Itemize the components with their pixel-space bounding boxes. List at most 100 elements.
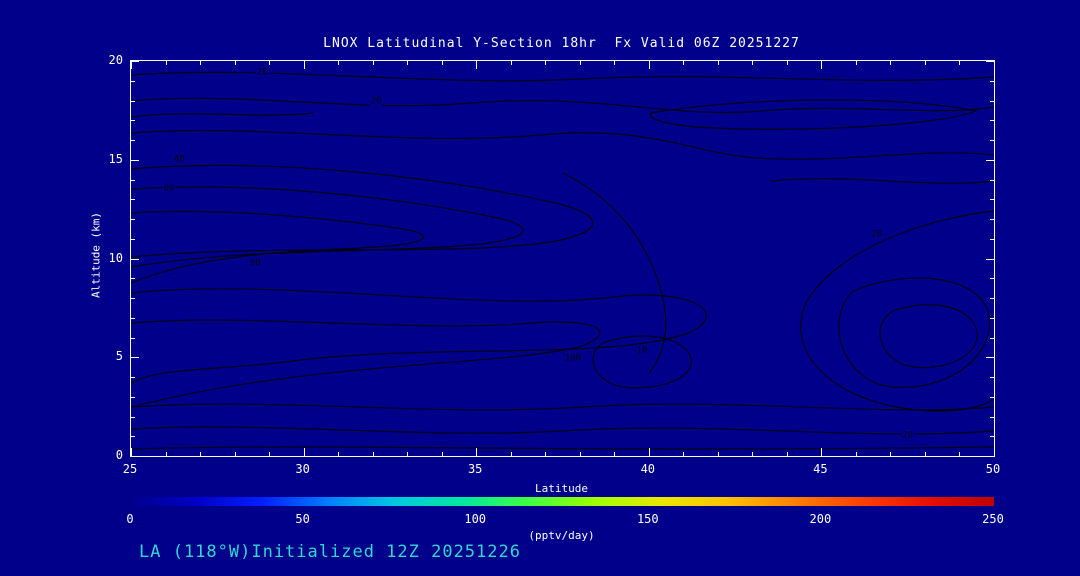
tick-mark xyxy=(511,452,512,456)
tick-mark xyxy=(580,61,581,65)
tick-mark xyxy=(131,239,135,240)
tick-mark xyxy=(925,61,926,65)
tick-mark xyxy=(990,239,994,240)
tick-mark xyxy=(990,180,994,181)
colorbar-tick-label: 150 xyxy=(636,512,659,526)
chart-title: LNOX Latitudinal Y-Section 18hr Fx Valid… xyxy=(323,36,800,51)
tick-mark xyxy=(476,448,477,456)
tick-mark xyxy=(990,436,994,437)
contour-value-label: 80 xyxy=(248,258,262,269)
tick-mark xyxy=(131,397,135,398)
x-tick-label: 30 xyxy=(295,462,310,476)
tick-mark xyxy=(683,452,684,456)
tick-mark xyxy=(752,452,753,456)
tick-mark xyxy=(200,452,201,456)
tick-mark xyxy=(959,452,960,456)
footer-annotation: LA (118°W)Initialized 12Z 20251226 xyxy=(139,542,521,562)
tick-mark xyxy=(890,61,891,65)
contour-value-label: 20 xyxy=(255,67,269,78)
tick-mark xyxy=(131,377,135,378)
x-tick-label: 45 xyxy=(813,462,828,476)
tick-mark xyxy=(131,101,135,102)
tick-mark xyxy=(990,397,994,398)
tick-mark xyxy=(545,452,546,456)
tick-mark xyxy=(718,452,719,456)
tick-mark xyxy=(614,61,615,65)
y-tick-label: 20 xyxy=(108,53,123,67)
tick-mark xyxy=(442,452,443,456)
tick-mark xyxy=(166,61,167,65)
tick-mark xyxy=(407,452,408,456)
tick-mark xyxy=(338,61,339,65)
tick-mark xyxy=(131,160,139,161)
contour-value-label: 10 xyxy=(635,345,649,356)
y-tick-label: 0 xyxy=(115,448,123,462)
tick-mark xyxy=(821,61,822,69)
x-tick-label: 50 xyxy=(985,462,1001,476)
tick-mark xyxy=(649,61,650,69)
tick-mark xyxy=(131,61,132,69)
tick-mark xyxy=(787,452,788,456)
tick-mark xyxy=(131,140,135,141)
tick-mark xyxy=(990,318,994,319)
tick-mark xyxy=(338,452,339,456)
y-tick-label: 10 xyxy=(108,250,123,265)
x-tick-label: 35 xyxy=(467,462,483,476)
tick-mark xyxy=(131,448,132,456)
contour-value-label: 60 xyxy=(162,183,176,194)
tick-mark xyxy=(890,452,891,456)
tick-mark xyxy=(990,140,994,141)
tick-mark xyxy=(131,120,135,121)
tick-mark xyxy=(442,61,443,65)
tick-mark xyxy=(131,298,135,299)
tick-mark xyxy=(131,219,135,220)
tick-mark xyxy=(856,452,857,456)
tick-mark xyxy=(131,456,139,457)
tick-mark xyxy=(131,278,135,279)
colorbar-tick-label: 200 xyxy=(809,512,832,526)
x-tick-label: 25 xyxy=(122,462,138,476)
contour-value-label: 20 xyxy=(901,430,915,441)
tick-mark xyxy=(235,61,236,65)
tick-mark xyxy=(986,259,994,260)
tick-mark xyxy=(614,452,615,456)
colorbar-tick-label: 50 xyxy=(295,512,310,526)
tick-mark xyxy=(131,81,135,82)
tick-mark xyxy=(683,61,684,65)
colorbar-units-label: (pptv/day) xyxy=(528,529,595,542)
tick-mark xyxy=(269,452,270,456)
tick-mark xyxy=(994,61,995,69)
tick-mark xyxy=(925,452,926,456)
colorbar-tick-label: 250 xyxy=(982,512,1004,526)
tick-mark xyxy=(545,61,546,65)
contour-lines xyxy=(131,71,994,450)
tick-mark xyxy=(269,61,270,65)
tick-mark xyxy=(856,61,857,65)
tick-mark xyxy=(131,199,135,200)
tick-mark xyxy=(200,61,201,65)
tick-mark xyxy=(131,61,139,62)
tick-mark xyxy=(718,61,719,65)
contour-value-label: 20 xyxy=(369,96,383,107)
tick-mark xyxy=(990,81,994,82)
tick-mark xyxy=(476,61,477,69)
tick-mark xyxy=(235,452,236,456)
tick-mark xyxy=(986,61,994,62)
tick-mark xyxy=(166,452,167,456)
tick-mark xyxy=(407,61,408,65)
tick-mark xyxy=(986,160,994,161)
tick-mark xyxy=(511,61,512,65)
tick-mark xyxy=(787,61,788,65)
y-axis-title: Altitude (km) xyxy=(89,211,103,299)
tick-mark xyxy=(986,357,994,358)
y-tick-label: 15 xyxy=(108,151,123,166)
plot-area: 20 20 40 60 80 20 10 100 20 xyxy=(130,60,995,457)
contour-value-label: 100 xyxy=(563,353,582,364)
tick-mark xyxy=(990,101,994,102)
colorbar-tick-label: 100 xyxy=(464,512,487,526)
tick-mark xyxy=(986,456,994,457)
tick-mark xyxy=(752,61,753,65)
tick-mark xyxy=(990,278,994,279)
tick-mark xyxy=(131,338,135,339)
